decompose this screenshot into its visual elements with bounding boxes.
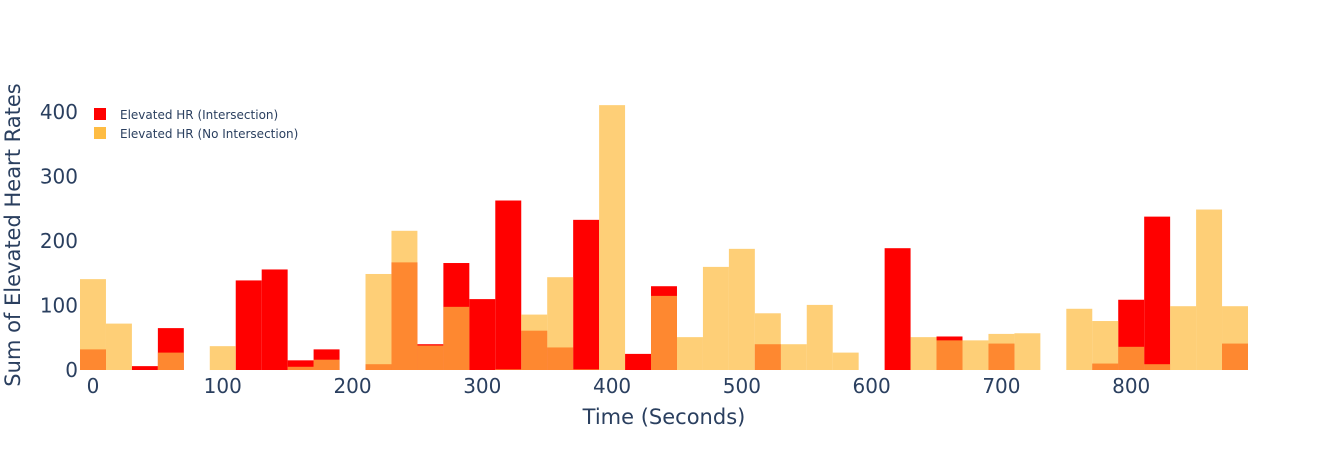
bar-no-intersection-400[interactable]: [599, 105, 626, 370]
bar-no-intersection-280[interactable]: [443, 306, 470, 370]
x-tick-label-500: 500: [723, 374, 761, 398]
x-tick-label-100: 100: [204, 374, 242, 398]
bar-no-intersection-500[interactable]: [728, 248, 755, 370]
bar-intersection-40[interactable]: [131, 366, 158, 370]
bar-intersection-420[interactable]: [625, 353, 652, 370]
legend-item-intersection[interactable]: Elevated HR (Intersection): [94, 108, 278, 122]
bar-no-intersection-780[interactable]: [1092, 321, 1119, 370]
bar-no-intersection-320[interactable]: [495, 369, 522, 370]
bars-layer: [80, 105, 1248, 370]
bar-no-intersection-700[interactable]: [988, 333, 1015, 370]
y-tick-label-400: 400: [40, 100, 78, 124]
legend-swatch-no-intersection: [94, 127, 106, 139]
bar-no-intersection-520[interactable]: [754, 313, 781, 370]
x-tick-label-0: 0: [87, 374, 100, 398]
bar-intersection-120[interactable]: [235, 280, 262, 370]
y-axis-title: Sum of Elevated Heart Rates: [1, 83, 25, 386]
bar-no-intersection-560[interactable]: [806, 304, 833, 370]
bar-intersection-320[interactable]: [495, 200, 522, 370]
legend-swatch-intersection: [94, 108, 106, 120]
x-tick-label-800: 800: [1112, 374, 1150, 398]
y-tick-label-300: 300: [40, 165, 78, 189]
y-axis-ticks: 0 100 200 300 400: [40, 100, 78, 382]
y-tick-label-200: 200: [40, 229, 78, 253]
bar-no-intersection-260[interactable]: [417, 345, 444, 370]
bar-intersection-300[interactable]: [469, 299, 496, 370]
bar-no-intersection-240[interactable]: [391, 230, 418, 370]
bar-no-intersection-160[interactable]: [287, 366, 314, 370]
bar-no-intersection-760[interactable]: [1066, 308, 1093, 370]
bar-no-intersection-800[interactable]: [1118, 346, 1145, 370]
y-tick-label-100: 100: [40, 294, 78, 318]
bar-intersection-620[interactable]: [884, 248, 911, 370]
legend: Elevated HR (Intersection) Elevated HR (…: [94, 108, 298, 141]
bar-intersection-380[interactable]: [573, 219, 600, 370]
bar-intersection-140[interactable]: [261, 269, 288, 370]
bar-no-intersection-660[interactable]: [936, 340, 963, 370]
bar-no-intersection-340[interactable]: [521, 314, 548, 370]
bar-no-intersection-20[interactable]: [105, 323, 132, 370]
x-tick-label-600: 600: [853, 374, 891, 398]
bar-no-intersection-880[interactable]: [1222, 306, 1248, 370]
bar-no-intersection-860[interactable]: [1196, 209, 1223, 370]
bar-no-intersection-60[interactable]: [157, 352, 184, 370]
bar-no-intersection-540[interactable]: [780, 344, 807, 370]
y-tick-label-0: 0: [65, 358, 78, 382]
bar-no-intersection-220[interactable]: [365, 273, 392, 370]
bar-no-intersection-680[interactable]: [962, 340, 989, 370]
bar-no-intersection-380[interactable]: [573, 369, 600, 370]
bar-no-intersection-360[interactable]: [547, 277, 574, 370]
bar-no-intersection-180[interactable]: [313, 359, 340, 370]
x-axis-title: Time (Seconds): [582, 405, 746, 429]
legend-label-no-intersection: Elevated HR (No Intersection): [120, 127, 298, 141]
bar-no-intersection-720[interactable]: [1014, 333, 1041, 370]
bar-no-intersection-440[interactable]: [651, 295, 677, 370]
legend-item-no-intersection[interactable]: Elevated HR (No Intersection): [94, 127, 298, 141]
x-axis-ticks: 0 100 200 300 400 500 600 700 800: [87, 374, 1151, 398]
bar-no-intersection-580[interactable]: [832, 352, 859, 370]
bar-no-intersection-100[interactable]: [209, 346, 236, 370]
x-tick-label-700: 700: [982, 374, 1020, 398]
bar-no-intersection-480[interactable]: [702, 266, 729, 370]
x-tick-label-400: 400: [593, 374, 631, 398]
bar-no-intersection-640[interactable]: [910, 337, 937, 370]
bar-intersection-160[interactable]: [287, 360, 314, 370]
bar-no-intersection-820[interactable]: [1144, 364, 1171, 370]
bar-intersection-820[interactable]: [1144, 216, 1171, 370]
bar-no-intersection-460[interactable]: [676, 337, 703, 370]
legend-label-intersection: Elevated HR (Intersection): [120, 108, 278, 122]
bar-no-intersection-840[interactable]: [1170, 306, 1197, 370]
bar-no-intersection-0[interactable]: [80, 279, 106, 370]
x-tick-label-300: 300: [463, 374, 501, 398]
x-tick-label-200: 200: [333, 374, 371, 398]
